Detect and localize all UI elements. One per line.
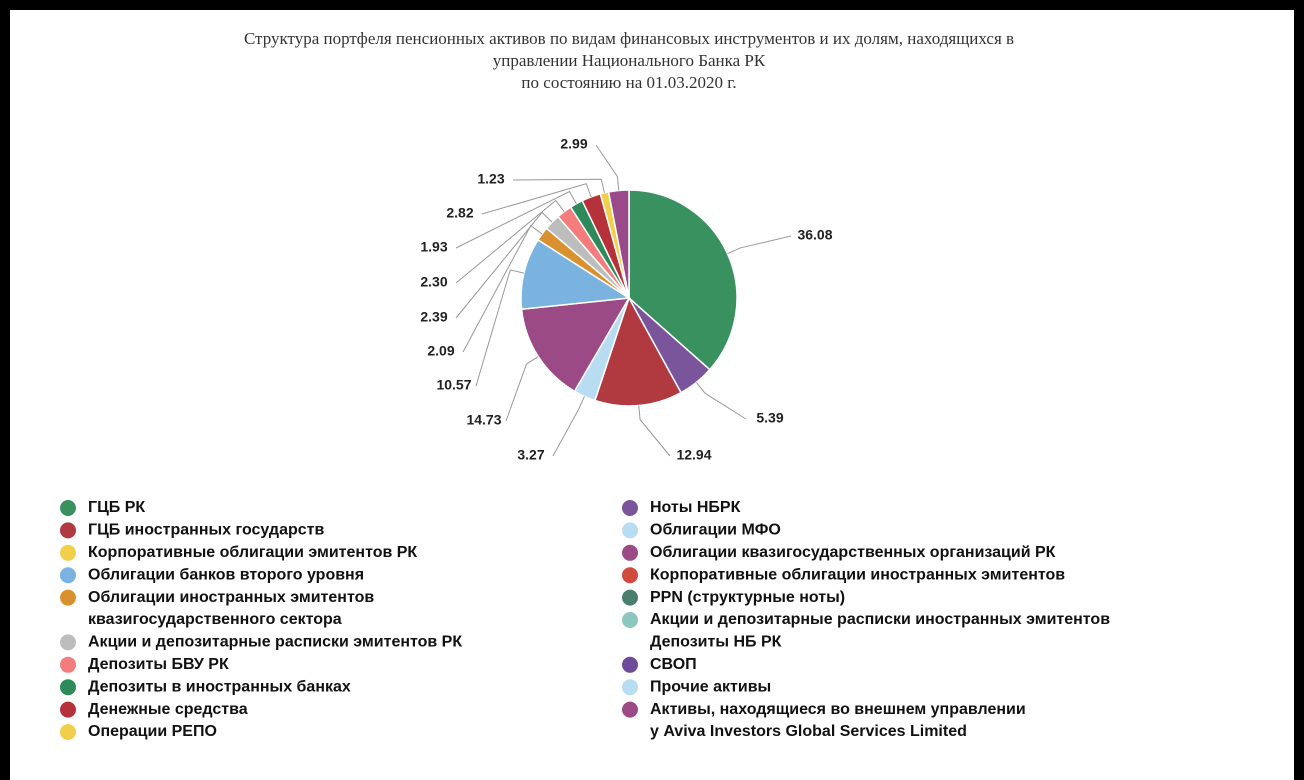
legend-marker (622, 567, 638, 584)
legend-marker (60, 679, 76, 696)
leader-line (512, 178, 605, 193)
data-label: 12.94 (676, 447, 711, 463)
data-label: 2.39 (420, 309, 447, 325)
legend-label: Облигации МФО (650, 522, 781, 539)
legend-marker (60, 724, 76, 740)
legend-marker (60, 634, 76, 651)
legend-marker (622, 500, 638, 516)
leader-line (595, 144, 620, 191)
legend-marker (622, 522, 638, 539)
legend-label: Прочие активы (650, 678, 771, 695)
legend-label: Облигации банков второго уровня (88, 566, 364, 583)
legend-label: Ноты НБРК (650, 499, 741, 516)
data-label: 5.39 (756, 410, 783, 426)
legend-label: Активы, находящиеся во внешнем управлени… (650, 701, 1026, 718)
leader-line (481, 183, 592, 215)
legend-marker (622, 656, 638, 673)
data-label: 10.57 (436, 377, 471, 393)
data-label: 1.23 (477, 171, 504, 187)
leader-line (505, 356, 539, 422)
legend-label: ГЦБ иностранных государств (88, 522, 324, 539)
data-label: 14.73 (466, 412, 501, 428)
legend-label: у Aviva Investors Global Services Limite… (650, 723, 967, 740)
legend-label: ГЦБ РК (88, 499, 145, 516)
legend-label: Облигации иностранных эмитентов (88, 589, 374, 606)
legend-marker (60, 589, 76, 606)
chart-title: управлении Национального Банка РК (493, 51, 766, 70)
legend-label: Депозиты в иностранных банках (88, 678, 351, 695)
leader-line (475, 269, 525, 387)
data-label: 3.27 (517, 447, 544, 463)
pie-slice (628, 189, 738, 371)
legend-label: Корпоративные облигации эмитентов РК (88, 544, 417, 561)
leader-line (727, 235, 792, 255)
legend-marker (60, 656, 76, 673)
leader-line (552, 396, 585, 457)
legend-label: PPN (структурные ноты) (650, 589, 845, 606)
chart-title: Структура портфеля пенсионных активов по… (244, 29, 1014, 48)
legend-label: Акции и депозитарные расписки эмитентов … (88, 634, 462, 651)
data-label: 2.82 (446, 205, 473, 221)
legend-marker (622, 612, 638, 628)
legend-label: Депозиты БВУ РК (88, 656, 229, 673)
leader-line (455, 190, 577, 249)
legend-label: Денежные средства (88, 701, 248, 718)
pie-slice (520, 238, 632, 311)
legend-marker (622, 544, 638, 561)
legend-marker (622, 701, 638, 718)
data-label: 2.09 (427, 343, 454, 359)
legend-label: Акции и депозитарные расписки иностранны… (650, 611, 1110, 628)
legend-label: квазигосударственного сектора (88, 611, 342, 628)
legend-marker (60, 567, 76, 584)
legend-label: Облигации квазигосударственных организац… (650, 544, 1056, 561)
data-label: 1.93 (420, 239, 447, 255)
legend-label: Депозиты НБ РК (650, 634, 782, 651)
data-label: 36.08 (797, 227, 832, 243)
leader-line (696, 382, 747, 420)
legend-marker (60, 522, 76, 539)
pie-slice (593, 296, 683, 407)
leader-line (455, 199, 565, 284)
legend-label: Корпоративные облигации иностранных эмит… (650, 566, 1065, 583)
legend-label: СВОП (650, 656, 697, 673)
data-label: 2.99 (560, 136, 587, 152)
legend-marker (60, 544, 76, 561)
legend-label: Операции РЕПО (88, 723, 217, 740)
legend-marker (60, 701, 76, 718)
chart-title: по состоянию на 01.03.2020 г. (521, 73, 736, 92)
data-label: 2.30 (420, 274, 447, 290)
leader-line (638, 405, 671, 457)
legend-marker (60, 500, 76, 516)
legend-marker (622, 679, 638, 696)
legend-marker (622, 589, 638, 606)
